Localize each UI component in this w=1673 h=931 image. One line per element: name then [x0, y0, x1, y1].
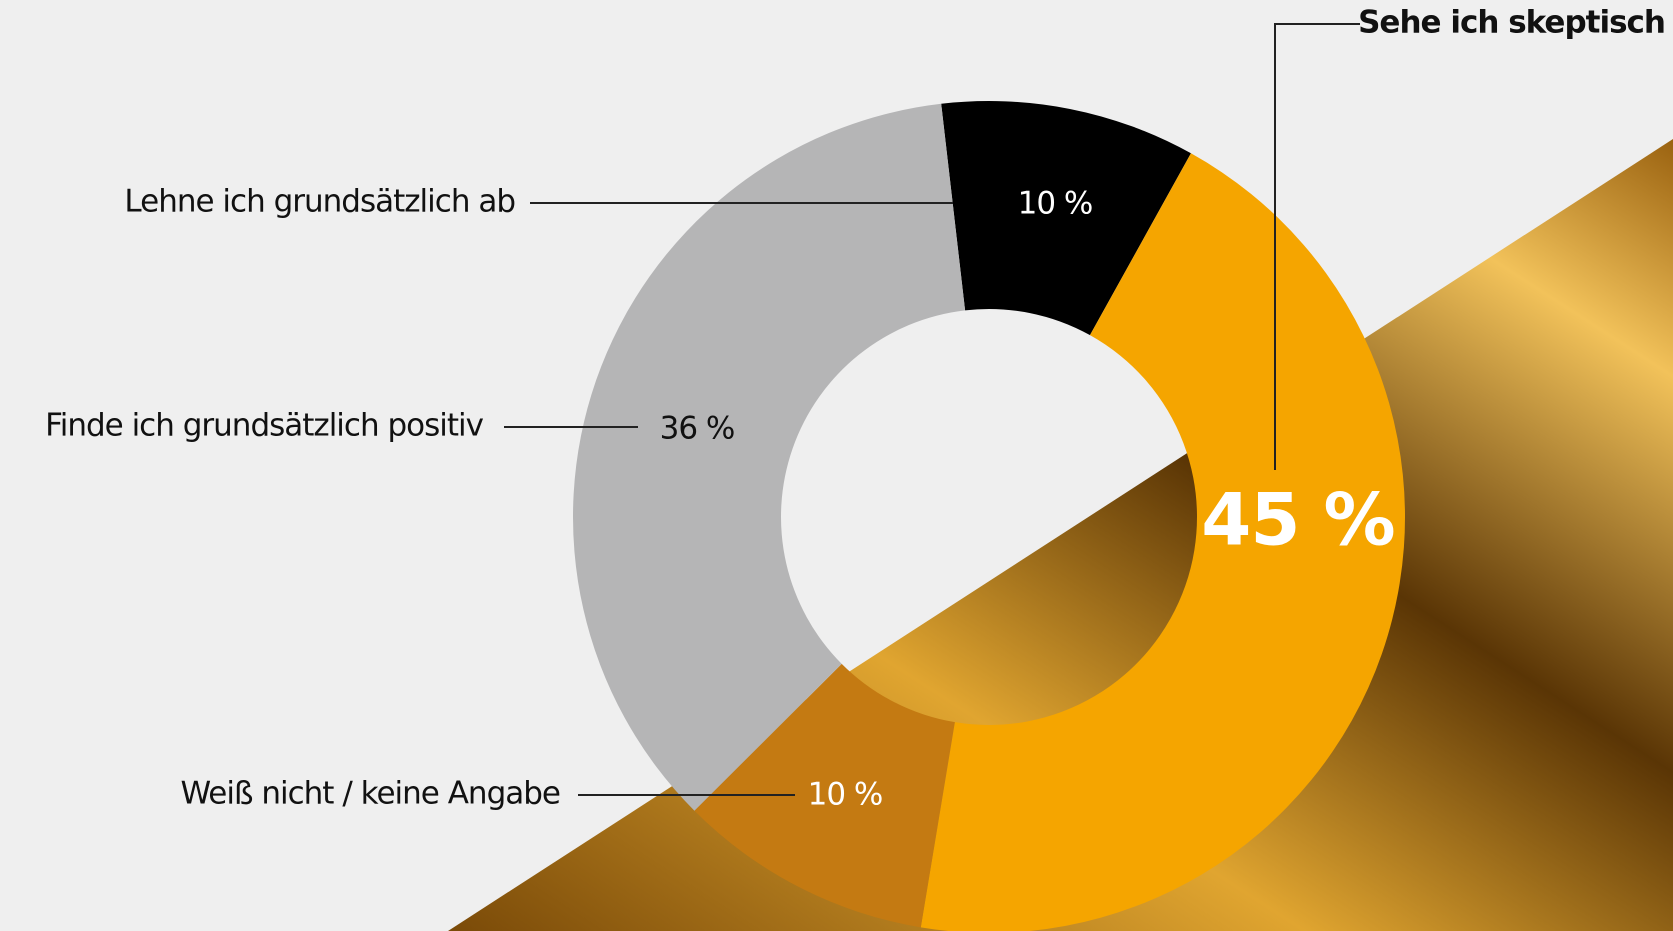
donut-slice [941, 101, 1191, 336]
category-label: Lehne ich grundsätzlich ab [124, 184, 515, 220]
category-label: Weiß nicht / keine Angabe [180, 776, 560, 812]
value-label: 45 % [1201, 478, 1394, 562]
category-label: Sehe ich skeptisch [1358, 5, 1665, 41]
value-label: 36 % [660, 411, 735, 447]
leader-line [1274, 23, 1360, 470]
donut-slice [572, 103, 966, 811]
value-label: 10 % [808, 777, 883, 813]
value-label: 10 % [1018, 186, 1093, 222]
donut-slice [694, 663, 955, 928]
category-label: Finde ich grundsätzlich positiv [45, 408, 484, 444]
donut-slice [920, 153, 1405, 931]
